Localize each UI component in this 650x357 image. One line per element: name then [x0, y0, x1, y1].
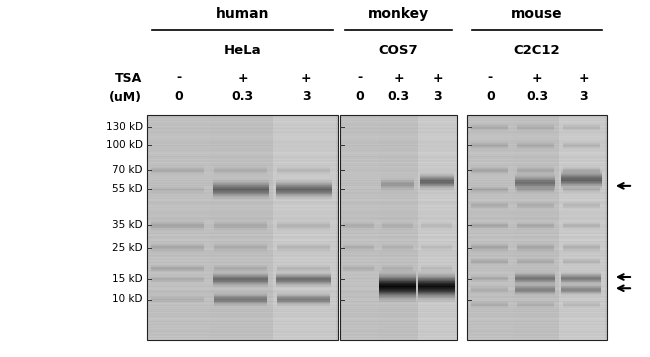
Text: 35 kD: 35 kD: [112, 220, 143, 230]
Text: +: +: [301, 71, 311, 85]
Bar: [467, 115, 607, 340]
Text: 0: 0: [355, 91, 364, 104]
Text: -: -: [488, 71, 493, 85]
Text: human: human: [216, 7, 269, 21]
Text: 25 kD: 25 kD: [112, 243, 143, 253]
Text: 0.3: 0.3: [231, 91, 254, 104]
Text: 3: 3: [302, 91, 311, 104]
Text: +: +: [237, 71, 248, 85]
Text: 0: 0: [486, 91, 495, 104]
Text: +: +: [578, 71, 589, 85]
Text: 0.3: 0.3: [387, 91, 410, 104]
Text: 55 kD: 55 kD: [112, 184, 143, 194]
Text: +: +: [432, 71, 443, 85]
Text: -: -: [357, 71, 362, 85]
Text: 130 kD: 130 kD: [106, 122, 143, 132]
Text: mouse: mouse: [511, 7, 563, 21]
Bar: [147, 115, 338, 340]
Text: HeLa: HeLa: [224, 44, 261, 56]
Text: COS7: COS7: [379, 44, 419, 56]
Text: 0.3: 0.3: [526, 91, 548, 104]
Text: C2C12: C2C12: [514, 44, 560, 56]
Text: 0: 0: [174, 91, 183, 104]
Text: +: +: [532, 71, 542, 85]
Text: 100 kD: 100 kD: [106, 140, 143, 150]
Text: 70 kD: 70 kD: [112, 165, 143, 175]
Text: (uM): (uM): [109, 91, 142, 104]
Text: 3: 3: [579, 91, 588, 104]
Text: monkey: monkey: [368, 7, 429, 21]
Bar: [340, 115, 457, 340]
Text: TSA: TSA: [115, 71, 142, 85]
Text: 3: 3: [433, 91, 442, 104]
Text: 15 kD: 15 kD: [112, 274, 143, 284]
Text: +: +: [393, 71, 404, 85]
Text: -: -: [176, 71, 181, 85]
Text: 10 kD: 10 kD: [112, 295, 143, 305]
